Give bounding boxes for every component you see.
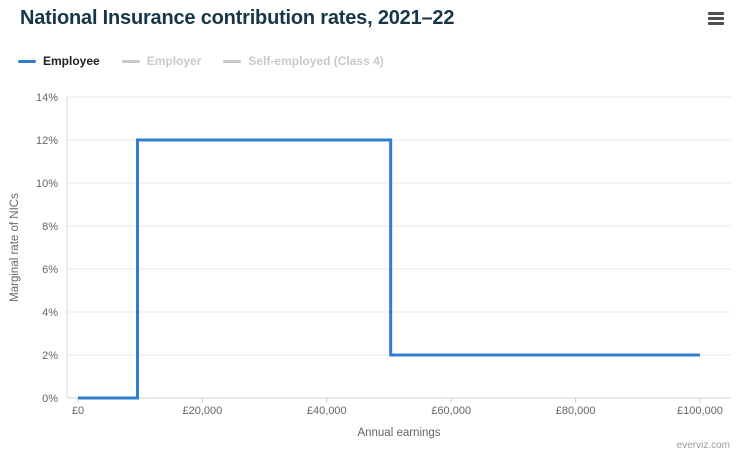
y-axis-title: Marginal rate of NICs: [9, 193, 21, 302]
y-tick-label: 8%: [42, 221, 58, 233]
hamburger-menu-icon: [708, 12, 724, 25]
legend-label: Employee: [43, 54, 100, 68]
page-title: National Insurance contribution rates, 2…: [20, 7, 455, 29]
y-tick-label: 6%: [42, 264, 58, 276]
y-tick-label: 14%: [36, 92, 58, 104]
legend-item-employee[interactable]: Employee: [18, 54, 100, 68]
legend-label: Self-employed (Class 4): [248, 54, 384, 68]
legend-item-employer[interactable]: Employer: [121, 54, 202, 68]
x-tick-label: £60,000: [431, 405, 471, 417]
context-menu-button[interactable]: [707, 9, 725, 28]
legend-line-marker-icon: [121, 59, 140, 63]
legend: Employee Employer Self-employed (Class 4…: [18, 54, 384, 68]
x-tick-label: £20,000: [183, 405, 223, 417]
x-tick-label: £40,000: [307, 405, 347, 417]
series-line-employee[interactable]: [78, 138, 700, 400]
y-tick-label: 12%: [36, 135, 58, 147]
x-tick-label: £100,000: [677, 405, 723, 417]
legend-item-self-employed[interactable]: Self-employed (Class 4): [223, 54, 384, 68]
legend-label: Employer: [146, 54, 202, 68]
y-tick-label: 4%: [42, 307, 58, 319]
legend-line-marker-icon: [223, 59, 242, 63]
x-tick-label: £80,000: [556, 405, 596, 417]
y-tick-label: 10%: [36, 178, 58, 190]
chart-svg: 0% 2% 4% 6% 8% 10% 12% 14% £0 £20,000 £40,000 £60,0…: [9, 92, 731, 439]
x-axis-title: Annual earnings: [357, 427, 440, 439]
y-tick-label: 2%: [42, 350, 58, 362]
legend-line-marker-icon: [18, 59, 36, 63]
y-tick-label: 0%: [42, 393, 58, 405]
x-tick-label: £0: [72, 405, 84, 417]
everviz-credit-link[interactable]: everviz.com: [676, 440, 730, 451]
